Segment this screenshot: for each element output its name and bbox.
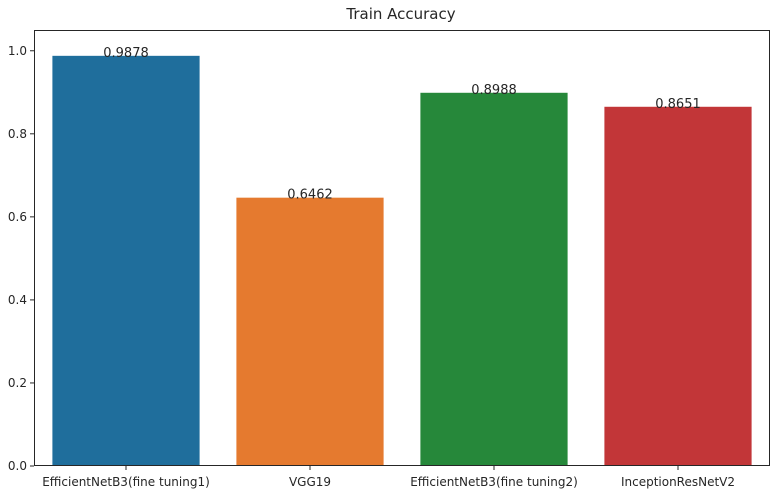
bar-labels-group: 0.9878 0.6462 0.8988 0.8651 [103,46,701,203]
bar-value-label-2: 0.6462 [287,188,333,203]
y-tick-label-3: 0.6 [8,210,27,224]
y-tick-label-2: 0.4 [8,293,27,307]
bar-value-label-4: 0.8651 [655,97,701,112]
bar-4 [604,106,752,466]
x-tick-label-2: VGG19 [289,475,331,489]
bar-3 [420,92,568,466]
x-tick-label-1: EfficientNetB3(fine tuning1) [42,475,210,489]
y-tick-label-0: 0.0 [8,459,27,473]
bar-value-label-1: 0.9878 [103,46,149,61]
bar-2 [236,197,384,466]
x-tick-label-4: InceptionResNetV2 [621,475,735,489]
y-tick-label-4: 0.8 [8,127,27,141]
x-axis: EfficientNetB3(fine tuning1) VGG19 Efficie… [42,466,735,489]
y-tick-label-5: 1.0 [8,44,27,58]
x-tick-label-3: EfficientNetB3(fine tuning2) [410,475,578,489]
bar-1 [52,55,200,466]
bars-group [52,55,752,466]
chart-title: Train Accuracy [345,5,455,23]
bar-value-label-3: 0.8988 [471,83,517,98]
plot-frame [34,30,770,466]
y-tick-label-1: 0.2 [8,376,27,390]
y-axis: 0.0 0.2 0.4 0.6 0.8 1.0 [8,44,34,473]
